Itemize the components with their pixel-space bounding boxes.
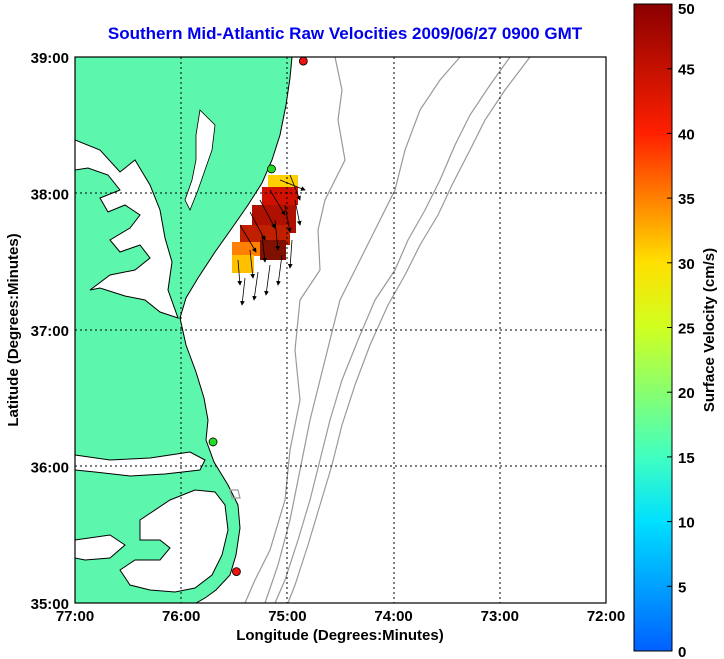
- x-tick-label: 72:00: [587, 608, 625, 625]
- x-tick-label: 77:00: [56, 608, 94, 625]
- x-axis-ticks: 77:00 76:00 75:00 74:00 73:00 72:00: [56, 608, 625, 625]
- colorbar: [633, 3, 673, 652]
- radar-site-red-marker: [298, 57, 308, 66]
- y-tick-label: 37:00: [31, 323, 69, 340]
- colorbar-tick-label: 15: [678, 450, 695, 467]
- y-axis-ticks: 39:00 38:00 37:00 36:00 35:00: [31, 50, 69, 613]
- chesapeake-bay: [75, 139, 179, 319]
- colorbar-tick-label: 30: [678, 256, 695, 273]
- y-tick-label: 38:00: [31, 187, 69, 204]
- colorbar-tick-label: 45: [678, 62, 695, 79]
- y-tick-label: 39:00: [31, 50, 69, 67]
- x-axis-label: Longitude (Degrees:Minutes): [236, 627, 444, 644]
- radar-site-red-marker: [232, 567, 241, 577]
- x-tick-label: 74:00: [374, 608, 412, 625]
- radar-site-green-marker: [208, 437, 218, 447]
- carolina-inlet: [75, 534, 126, 561]
- y-axis-label: Latitude (Degrees:Minutes): [5, 233, 22, 426]
- colorbar-tick-label: 20: [678, 385, 695, 402]
- velocity-field: [232, 174, 306, 306]
- pamlico-sound: [119, 489, 229, 593]
- colorbar-ticks: 0 5 10 15 20 25 30 35 40 45 50: [667, 1, 695, 659]
- colorbar-tick-label: 50: [678, 1, 695, 18]
- radar-site-green-marker: [267, 164, 276, 174]
- x-tick-label: 73:00: [481, 608, 519, 625]
- graticule: [75, 57, 606, 603]
- colorbar-tick-label: 40: [678, 126, 695, 143]
- colorbar-tick-label: 10: [678, 515, 695, 532]
- plot-frame: [74, 56, 607, 604]
- y-tick-label: 36:00: [31, 460, 69, 477]
- colorbar-tick-label: 5: [678, 579, 686, 596]
- map-title: Southern Mid-Atlantic Raw Velocities 200…: [107, 24, 583, 43]
- x-tick-label: 75:00: [268, 608, 306, 625]
- x-tick-label: 76:00: [162, 608, 200, 625]
- bathymetry-contours: [229, 57, 531, 603]
- radar-sites: [208, 57, 308, 577]
- delaware-inland-bay: [184, 109, 216, 211]
- colorbar-label: Surface Velocity (cm/s): [701, 248, 718, 412]
- colorbar-tick-label: 35: [678, 191, 695, 208]
- albemarle-sound: [75, 451, 206, 477]
- colorbar-tick-label: 0: [678, 644, 686, 659]
- colorbar-tick-label: 25: [678, 321, 695, 338]
- y-tick-label: 35:00: [31, 596, 69, 613]
